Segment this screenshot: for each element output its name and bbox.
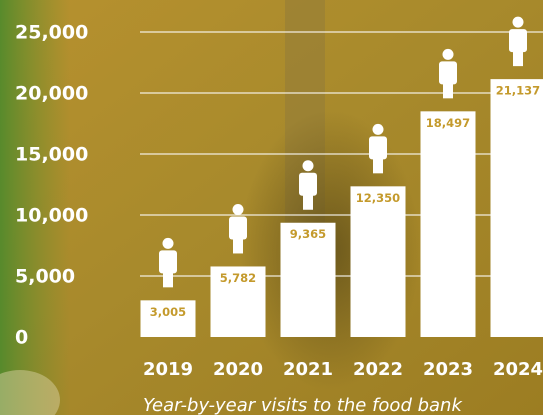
x-tick-label: 2019 (143, 359, 193, 380)
y-tick-label: 25,000 (15, 22, 88, 44)
person-body (369, 136, 387, 160)
y-tick-label: 15,000 (15, 144, 88, 166)
person-icon (299, 160, 317, 210)
bar (420, 111, 476, 337)
person-icon (509, 16, 527, 67)
person-head (442, 48, 454, 60)
value-label: 21,137 (496, 84, 540, 98)
x-tick-label: 2022 (353, 359, 403, 380)
chart-caption: Year-by-year visits to the food bank (143, 395, 463, 415)
value-label: 5,782 (220, 271, 256, 285)
value-label: 12,350 (356, 191, 400, 205)
person-head (232, 203, 244, 215)
person-body (299, 172, 317, 196)
person-icon (229, 203, 247, 254)
bar (210, 266, 266, 337)
person-head (372, 123, 384, 135)
person-head (162, 237, 174, 249)
person-icon (369, 123, 387, 174)
bar (490, 79, 543, 337)
person-body (159, 250, 177, 274)
person-icon (159, 237, 177, 288)
person-icon (439, 48, 457, 99)
y-tick-label: 20,000 (15, 83, 88, 105)
person-body (229, 216, 247, 240)
person-body (439, 61, 457, 85)
value-label: 3,005 (150, 305, 186, 319)
person-head (512, 16, 524, 28)
y-tick-label: 5,000 (15, 266, 75, 288)
person-body (509, 29, 527, 53)
person-legs (233, 237, 243, 254)
x-tick-label: 2023 (423, 359, 473, 380)
x-tick-label: 2024 (493, 359, 543, 380)
person-legs (513, 50, 523, 67)
person-head (302, 160, 314, 172)
person-legs (163, 271, 173, 288)
y-tick-label: 10,000 (15, 205, 88, 227)
person-legs (443, 82, 453, 99)
person-legs (373, 157, 383, 174)
bar (140, 300, 196, 337)
person-legs (303, 193, 313, 210)
value-label: 18,497 (426, 116, 470, 130)
x-tick-label: 2020 (213, 359, 263, 380)
y-tick-label: 0 (15, 327, 28, 349)
x-tick-label: 2021 (283, 359, 333, 380)
value-label: 9,365 (290, 227, 326, 241)
bar (280, 222, 336, 337)
bar (350, 186, 406, 337)
